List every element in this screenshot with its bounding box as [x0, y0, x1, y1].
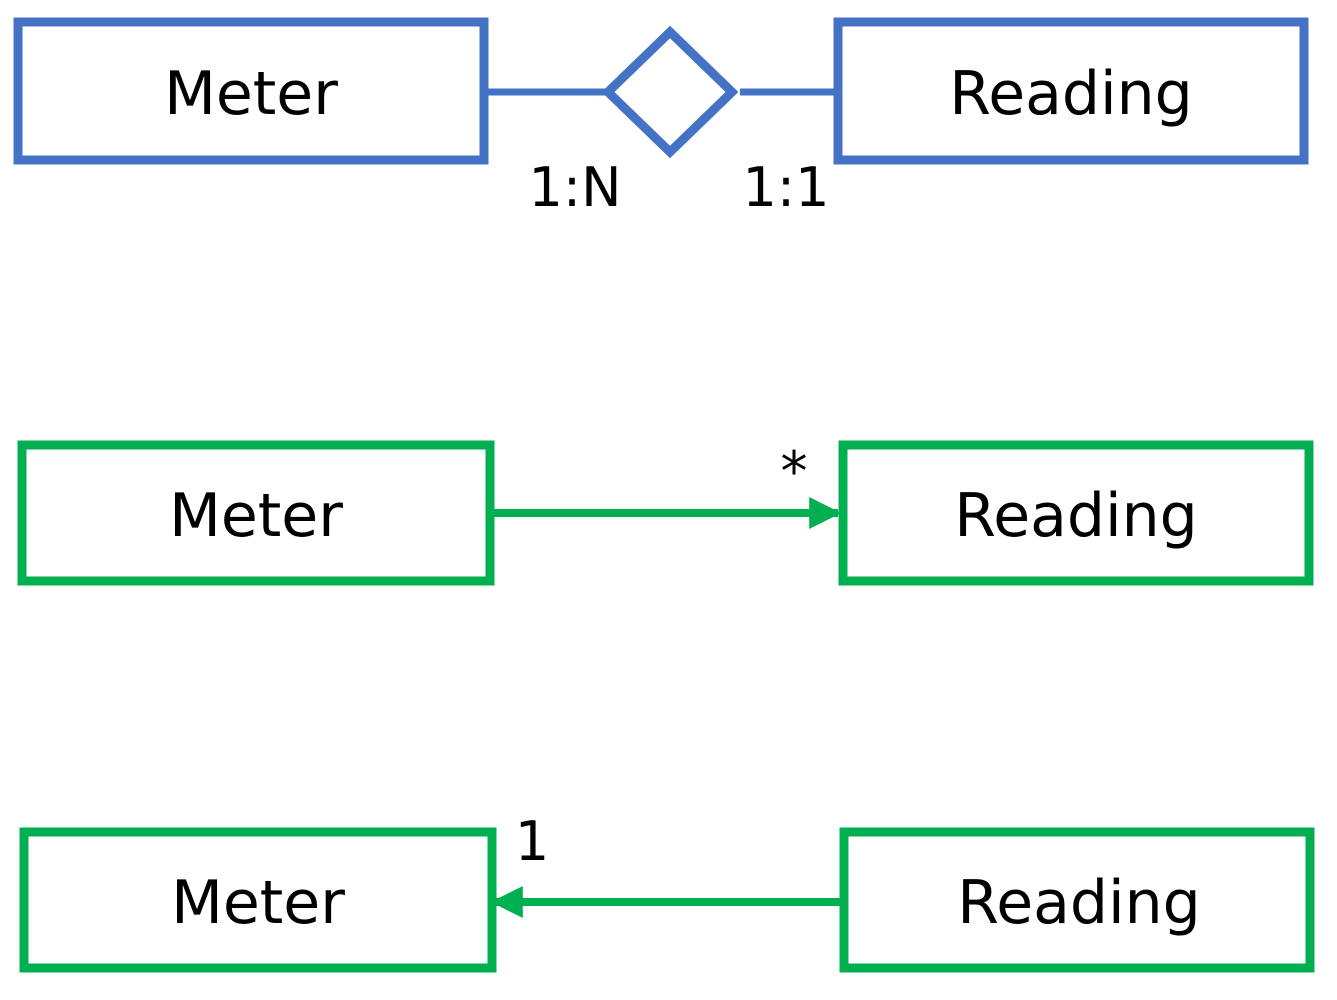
uml-backward-reading-class-label: Reading	[957, 868, 1201, 938]
er-meter-entity-label: Meter	[164, 59, 338, 129]
uml-forward-reading-class-label: Reading	[954, 481, 1198, 551]
uml-forward-association: Meter * Reading	[17, 440, 1314, 586]
er-diagram: Meter Reading 1:N 1:1	[13, 17, 1309, 219]
er-right-cardinality-label: 1:1	[743, 156, 830, 219]
uml-backward-meter-class-label: Meter	[171, 868, 345, 938]
uml-forward-reading-class-box[interactable]	[838, 440, 1314, 586]
uml-forward-meter-class-label: Meter	[169, 481, 343, 551]
er-reading-entity-label: Reading	[949, 59, 1193, 129]
uml-backward-association: Meter 1 Reading	[19, 810, 1315, 973]
uml-forward-multiplicity-label: *	[781, 440, 808, 503]
er-relationship-diamond[interactable]	[601, 25, 739, 159]
er-reading-entity-box[interactable]	[833, 17, 1309, 165]
uml-backward-reading-class-box[interactable]	[839, 827, 1315, 973]
er-left-cardinality-label: 1:N	[529, 156, 622, 219]
uml-backward-multiplicity-label: 1	[515, 810, 549, 873]
